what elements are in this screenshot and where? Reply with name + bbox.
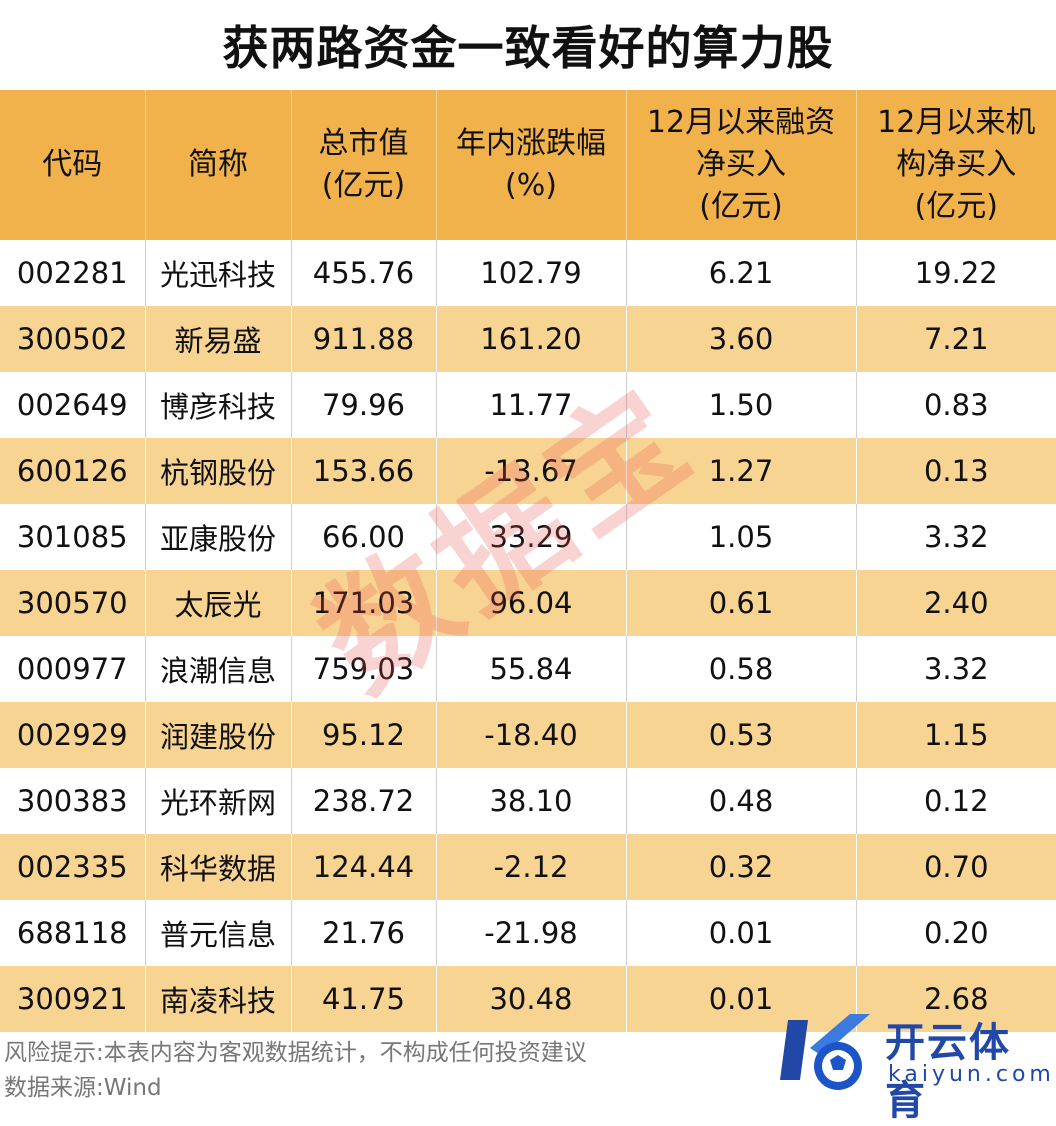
cell-ytd-change: 102.79: [436, 240, 627, 306]
table-row: 300383 光环新网 238.72 38.10 0.48 0.12: [0, 768, 1056, 834]
cell-code: 600126: [0, 438, 146, 504]
cell-institution-net-buy: 7.21: [856, 306, 1056, 372]
cell-market-cap: 153.66: [291, 438, 437, 504]
cell-ytd-change: 55.84: [436, 636, 627, 702]
table-title: 获两路资金一致看好的算力股: [222, 21, 834, 75]
cell-ytd-change: -2.12: [436, 834, 627, 900]
header-ytd-change: 年内涨跌幅 (%): [436, 90, 627, 240]
cell-market-cap: 171.03: [291, 570, 437, 636]
table-row: 600126 杭钢股份 153.66 -13.67 1.27 0.13: [0, 438, 1056, 504]
table-row: 300502 新易盛 911.88 161.20 3.60 7.21: [0, 306, 1056, 372]
header-institution-net-buy: 12月以来机 构净买入 (亿元): [856, 90, 1056, 240]
table-row: 688118 普元信息 21.76 -21.98 0.01 0.20: [0, 900, 1056, 966]
cell-ytd-change: 30.48: [436, 966, 627, 1032]
table-row: 002281 光迅科技 455.76 102.79 6.21 19.22: [0, 240, 1056, 306]
cell-margin-net-buy: 0.32: [626, 834, 857, 900]
table-row: 300921 南凌科技 41.75 30.48 0.01 2.68: [0, 966, 1056, 1032]
cell-code: 300502: [0, 306, 146, 372]
table-row: 300570 太辰光 171.03 96.04 0.61 2.40: [0, 570, 1056, 636]
cell-name: 南凌科技: [145, 966, 292, 1032]
kaiyun-logo: 开云体育 kaiyun.com: [770, 1000, 1051, 1124]
cell-market-cap: 79.96: [291, 372, 437, 438]
cell-institution-net-buy: 19.22: [856, 240, 1056, 306]
cell-margin-net-buy: 3.60: [626, 306, 857, 372]
logo-k-icon: [780, 1014, 870, 1090]
cell-code: 002929: [0, 702, 146, 768]
cell-code: 688118: [0, 900, 146, 966]
table-row: 000977 浪潮信息 759.03 55.84 0.58 3.32: [0, 636, 1056, 702]
cell-ytd-change: 11.77: [436, 372, 627, 438]
cell-margin-net-buy: 0.53: [626, 702, 857, 768]
cell-institution-net-buy: 0.12: [856, 768, 1056, 834]
cell-ytd-change: 38.10: [436, 768, 627, 834]
risk-note: 风险提示:本表内容为客观数据统计，不构成任何投资建议: [4, 1040, 587, 1066]
cell-ytd-change: 96.04: [436, 570, 627, 636]
cell-name: 杭钢股份: [145, 438, 292, 504]
logo-domain: kaiyun.com: [888, 1062, 1055, 1087]
table-row: 002929 润建股份 95.12 -18.40 0.53 1.15: [0, 702, 1056, 768]
table-row: 002335 科华数据 124.44 -2.12 0.32 0.70: [0, 834, 1056, 900]
cell-ytd-change: -18.40: [436, 702, 627, 768]
cell-name: 普元信息: [145, 900, 292, 966]
cell-name: 润建股份: [145, 702, 292, 768]
cell-code: 300383: [0, 768, 146, 834]
cell-margin-net-buy: 0.61: [626, 570, 857, 636]
cell-margin-net-buy: 1.05: [626, 504, 857, 570]
cell-name: 新易盛: [145, 306, 292, 372]
cell-code: 300570: [0, 570, 146, 636]
cell-code: 002281: [0, 240, 146, 306]
cell-institution-net-buy: 3.32: [856, 504, 1056, 570]
cell-ytd-change: -21.98: [436, 900, 627, 966]
cell-institution-net-buy: 1.15: [856, 702, 1056, 768]
cell-code: 002649: [0, 372, 146, 438]
cell-market-cap: 759.03: [291, 636, 437, 702]
cell-market-cap: 66.00: [291, 504, 437, 570]
cell-name: 太辰光: [145, 570, 292, 636]
cell-institution-net-buy: 0.20: [856, 900, 1056, 966]
cell-name: 博彦科技: [145, 372, 292, 438]
cell-market-cap: 21.76: [291, 900, 437, 966]
footer: 风险提示:本表内容为客观数据统计，不构成任何投资建议 数据来源:Wind: [4, 1036, 587, 1106]
cell-market-cap: 455.76: [291, 240, 437, 306]
cell-name: 光迅科技: [145, 240, 292, 306]
cell-code: 301085: [0, 504, 146, 570]
header-margin-net-buy: 12月以来融资 净买入 (亿元): [626, 90, 857, 240]
cell-ytd-change: -13.67: [436, 438, 627, 504]
cell-margin-net-buy: 0.58: [626, 636, 857, 702]
cell-code: 002335: [0, 834, 146, 900]
cell-market-cap: 911.88: [291, 306, 437, 372]
cell-ytd-change: 161.20: [436, 306, 627, 372]
table-row: 002649 博彦科技 79.96 11.77 1.50 0.83: [0, 372, 1056, 438]
cell-ytd-change: 33.29: [436, 504, 627, 570]
cell-code: 000977: [0, 636, 146, 702]
cell-institution-net-buy: 2.40: [856, 570, 1056, 636]
cell-margin-net-buy: 0.01: [626, 966, 857, 1032]
table-row: 301085 亚康股份 66.00 33.29 1.05 3.32: [0, 504, 1056, 570]
cell-name: 科华数据: [145, 834, 292, 900]
cell-institution-net-buy: 3.32: [856, 636, 1056, 702]
cell-institution-net-buy: 0.83: [856, 372, 1056, 438]
header-name: 简称: [145, 90, 292, 240]
cell-code: 300921: [0, 966, 146, 1032]
cell-name: 光环新网: [145, 768, 292, 834]
header-code: 代码: [0, 90, 146, 240]
cell-name: 浪潮信息: [145, 636, 292, 702]
cell-market-cap: 41.75: [291, 966, 437, 1032]
cell-institution-net-buy: 0.13: [856, 438, 1056, 504]
stock-table: 代码 简称 总市值 (亿元) 年内涨跌幅 (%) 12月以来融资 净买入 (亿元…: [0, 90, 1056, 1032]
cell-margin-net-buy: 1.50: [626, 372, 857, 438]
header-row: 代码 简称 总市值 (亿元) 年内涨跌幅 (%) 12月以来融资 净买入 (亿元…: [0, 90, 1056, 240]
data-source: 数据来源:Wind: [4, 1075, 162, 1101]
cell-market-cap: 95.12: [291, 702, 437, 768]
cell-institution-net-buy: 2.68: [856, 966, 1056, 1032]
cell-market-cap: 238.72: [291, 768, 437, 834]
cell-market-cap: 124.44: [291, 834, 437, 900]
cell-margin-net-buy: 0.01: [626, 900, 857, 966]
cell-institution-net-buy: 0.70: [856, 834, 1056, 900]
header-market-cap: 总市值 (亿元): [291, 90, 437, 240]
cell-name: 亚康股份: [145, 504, 292, 570]
cell-margin-net-buy: 6.21: [626, 240, 857, 306]
cell-margin-net-buy: 1.27: [626, 438, 857, 504]
cell-margin-net-buy: 0.48: [626, 768, 857, 834]
